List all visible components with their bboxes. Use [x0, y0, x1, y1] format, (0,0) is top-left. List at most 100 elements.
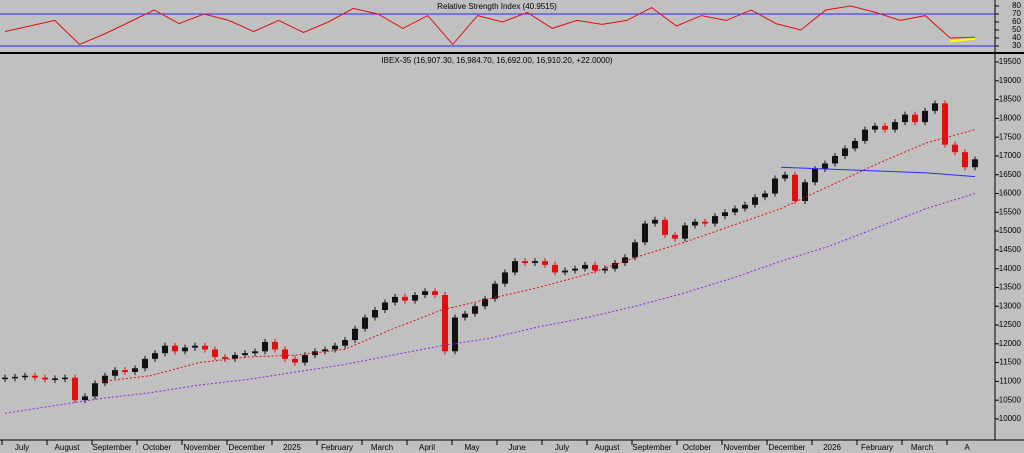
candle	[492, 283, 498, 299]
candle	[792, 174, 798, 202]
candle	[762, 193, 768, 198]
x-tick-label: December	[769, 443, 806, 452]
candle	[22, 375, 28, 378]
series-line	[950, 37, 976, 43]
candle	[352, 328, 358, 341]
candle	[332, 345, 338, 350]
candle	[402, 296, 408, 301]
candle	[292, 358, 298, 363]
y-tick-label: 17500	[999, 132, 1022, 141]
candle	[612, 263, 618, 269]
y-tick-label: 11500	[999, 358, 1021, 367]
x-tick-label: 2026	[823, 443, 841, 452]
candle	[972, 159, 978, 168]
candle	[242, 353, 248, 356]
y-tick-label: 18500	[999, 95, 1022, 104]
candle	[232, 355, 238, 359]
candle	[32, 375, 38, 378]
candle	[212, 349, 218, 357]
candle	[732, 208, 738, 213]
candle	[82, 396, 88, 401]
candle	[632, 242, 638, 258]
y-tick-label: 30	[1012, 41, 1021, 50]
x-tick-label: December	[229, 443, 266, 452]
x-tick-label: July	[555, 443, 569, 452]
y-tick-label: 70	[1012, 9, 1021, 18]
candle	[572, 268, 578, 271]
series-line	[4, 5, 976, 46]
y-tick-label: 14000	[999, 264, 1022, 273]
series-line	[780, 166, 976, 178]
candle	[822, 163, 828, 170]
y-tick-label: 60	[1012, 17, 1021, 26]
candle	[92, 383, 98, 397]
candle	[132, 368, 138, 372]
candle	[152, 353, 158, 359]
candle	[52, 378, 58, 380]
candle	[442, 294, 448, 352]
candle	[622, 257, 628, 264]
y-tick-label: 10000	[999, 414, 1022, 423]
rsi-title: Relative Strength Index (40.9515)	[437, 2, 557, 11]
x-tick-label: August	[595, 443, 621, 452]
candle	[112, 370, 118, 376]
candle	[582, 264, 588, 269]
candle	[552, 264, 558, 273]
candle	[952, 144, 958, 153]
candle	[412, 294, 418, 301]
x-tick-label: March	[371, 443, 393, 452]
candle	[482, 298, 488, 307]
candle	[302, 355, 308, 363]
candle	[932, 103, 938, 111]
y-tick-label: 13500	[999, 283, 1022, 292]
x-tick-label: May	[464, 443, 479, 452]
y-tick-label: 13000	[999, 301, 1022, 310]
candle	[162, 345, 168, 354]
candle	[772, 178, 778, 194]
candle	[942, 103, 948, 145]
candle	[652, 219, 658, 224]
candle	[422, 291, 428, 295]
candle	[712, 216, 718, 224]
candle	[342, 340, 348, 346]
series-line	[101, 129, 976, 382]
y-tick-label: 16000	[999, 189, 1022, 198]
candle	[892, 122, 898, 130]
candle	[882, 125, 888, 130]
x-tick-label: August	[55, 443, 81, 452]
x-tick-label: November	[724, 443, 761, 452]
candle	[102, 375, 108, 384]
y-tick-label: 11000	[999, 376, 1021, 385]
x-tick-label: February	[861, 443, 893, 452]
y-tick-label: 19000	[999, 76, 1022, 85]
candle	[452, 317, 458, 352]
y-tick-label: 19500	[999, 57, 1022, 66]
candle	[202, 345, 208, 350]
candle	[782, 174, 788, 179]
candle	[72, 377, 78, 401]
price-title: IBEX-35 (16,907.30, 16,984.70, 16,692.00…	[381, 56, 612, 65]
y-tick-label: 10500	[999, 395, 1022, 404]
candle	[912, 114, 918, 123]
x-tick-label: October	[143, 443, 172, 452]
y-tick-label: 12500	[999, 320, 1022, 329]
y-tick-label: 50	[1012, 25, 1021, 34]
candle	[2, 377, 8, 380]
candle	[182, 347, 188, 352]
candle	[362, 317, 368, 329]
y-tick-label: 16500	[999, 170, 1022, 179]
x-tick-label: 2025	[283, 443, 301, 452]
candle	[142, 358, 148, 369]
candle	[802, 182, 808, 202]
x-tick-label: September	[632, 443, 671, 452]
candle	[872, 125, 878, 130]
x-tick-label: February	[321, 443, 353, 452]
candle	[562, 270, 568, 273]
candle	[192, 345, 198, 348]
candle	[812, 169, 818, 183]
candle	[502, 272, 508, 284]
candle	[702, 221, 708, 224]
